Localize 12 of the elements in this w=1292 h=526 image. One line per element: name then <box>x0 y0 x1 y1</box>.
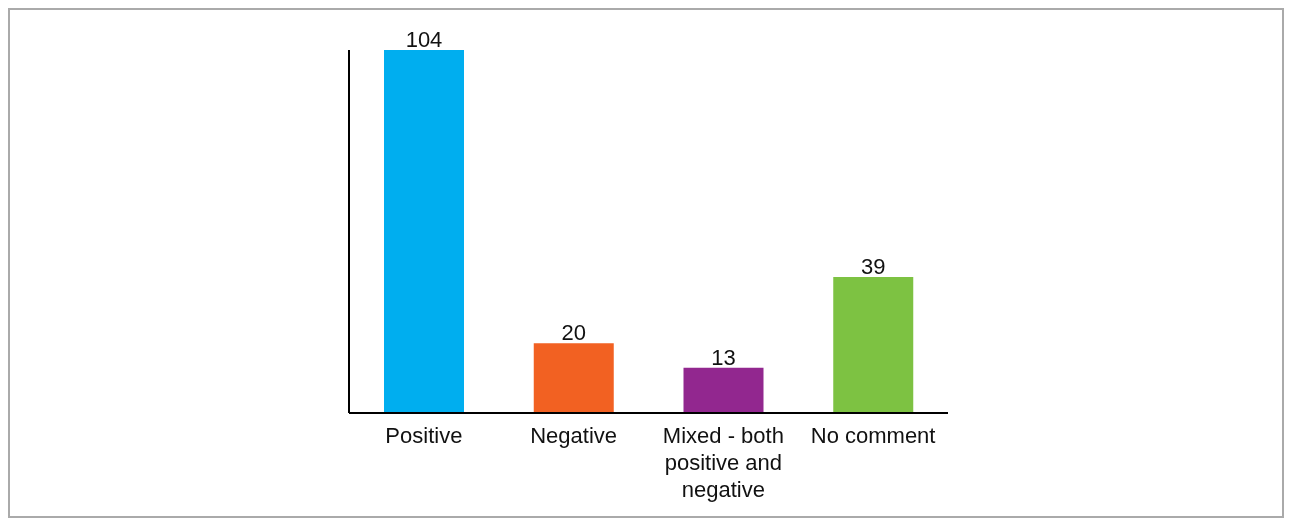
bar <box>683 367 764 413</box>
data-label: 39 <box>861 253 886 279</box>
x-tick-label: Positive <box>385 423 463 448</box>
bar <box>533 343 614 413</box>
x-tick-label: Mixed - both positive and negative <box>662 423 784 502</box>
bar <box>384 50 464 413</box>
data-label: 20 <box>561 320 586 346</box>
x-tick-label: Negative <box>530 423 618 448</box>
data-label: 104 <box>405 27 443 52</box>
x-tick-label: No comment <box>810 423 936 448</box>
bar <box>833 276 914 413</box>
data-label: 13 <box>711 344 736 370</box>
